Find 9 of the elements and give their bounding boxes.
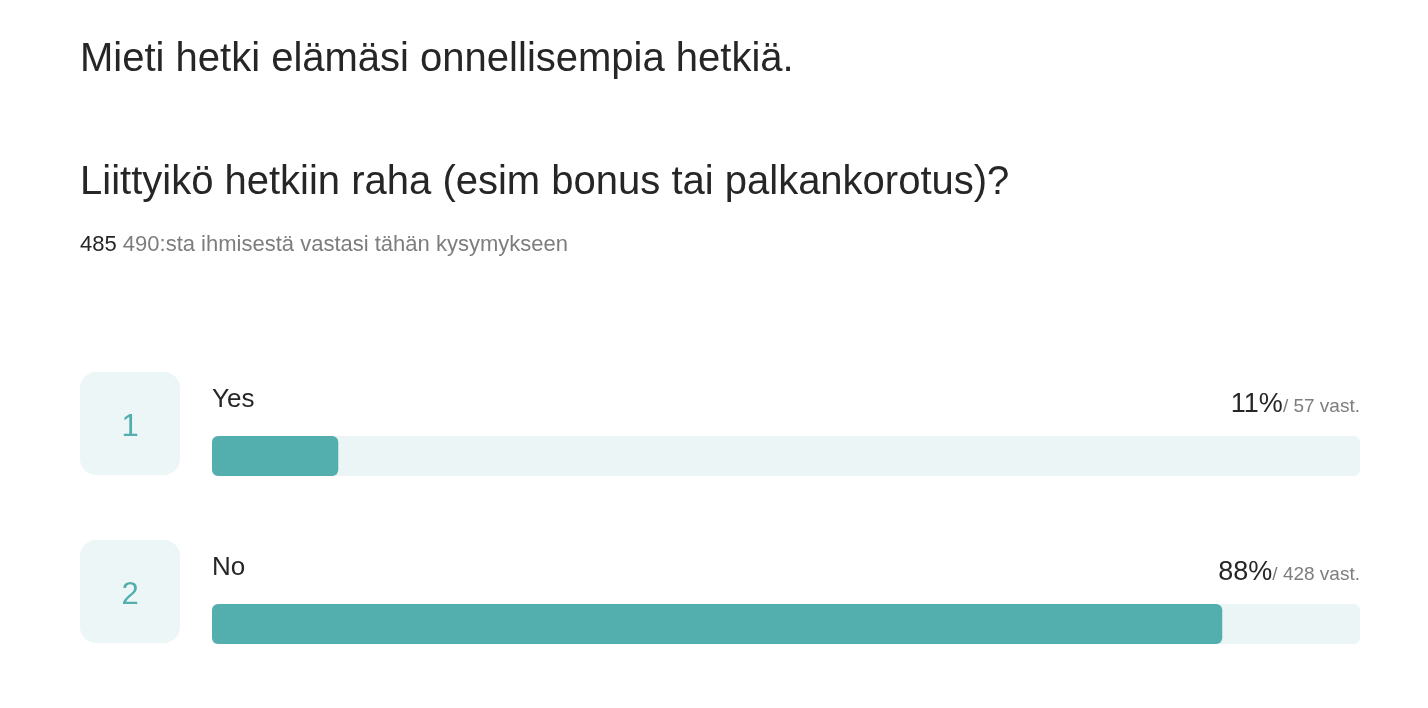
- text: 485 490:sta ihmisestä vastasi tähän kysymykseen: [80, 230, 568, 258]
- rank-badge: 1: [80, 372, 180, 475]
- data-label: 88%/ 428 vast.: [1218, 556, 1360, 586]
- rank-badge: 2: [80, 540, 180, 643]
- chart-subtitle: Liittyikö hetkiin raha (esim bonus tai palkankorotus)?: [80, 157, 1010, 204]
- chart-title: Mieti hetki elämäsi onnellisempia hetkiä.: [80, 34, 794, 81]
- y-tick-label: Yes: [212, 383, 255, 413]
- y-tick-label: No: [212, 551, 246, 581]
- data-label: 11%/ 57 vast.: [1230, 388, 1360, 418]
